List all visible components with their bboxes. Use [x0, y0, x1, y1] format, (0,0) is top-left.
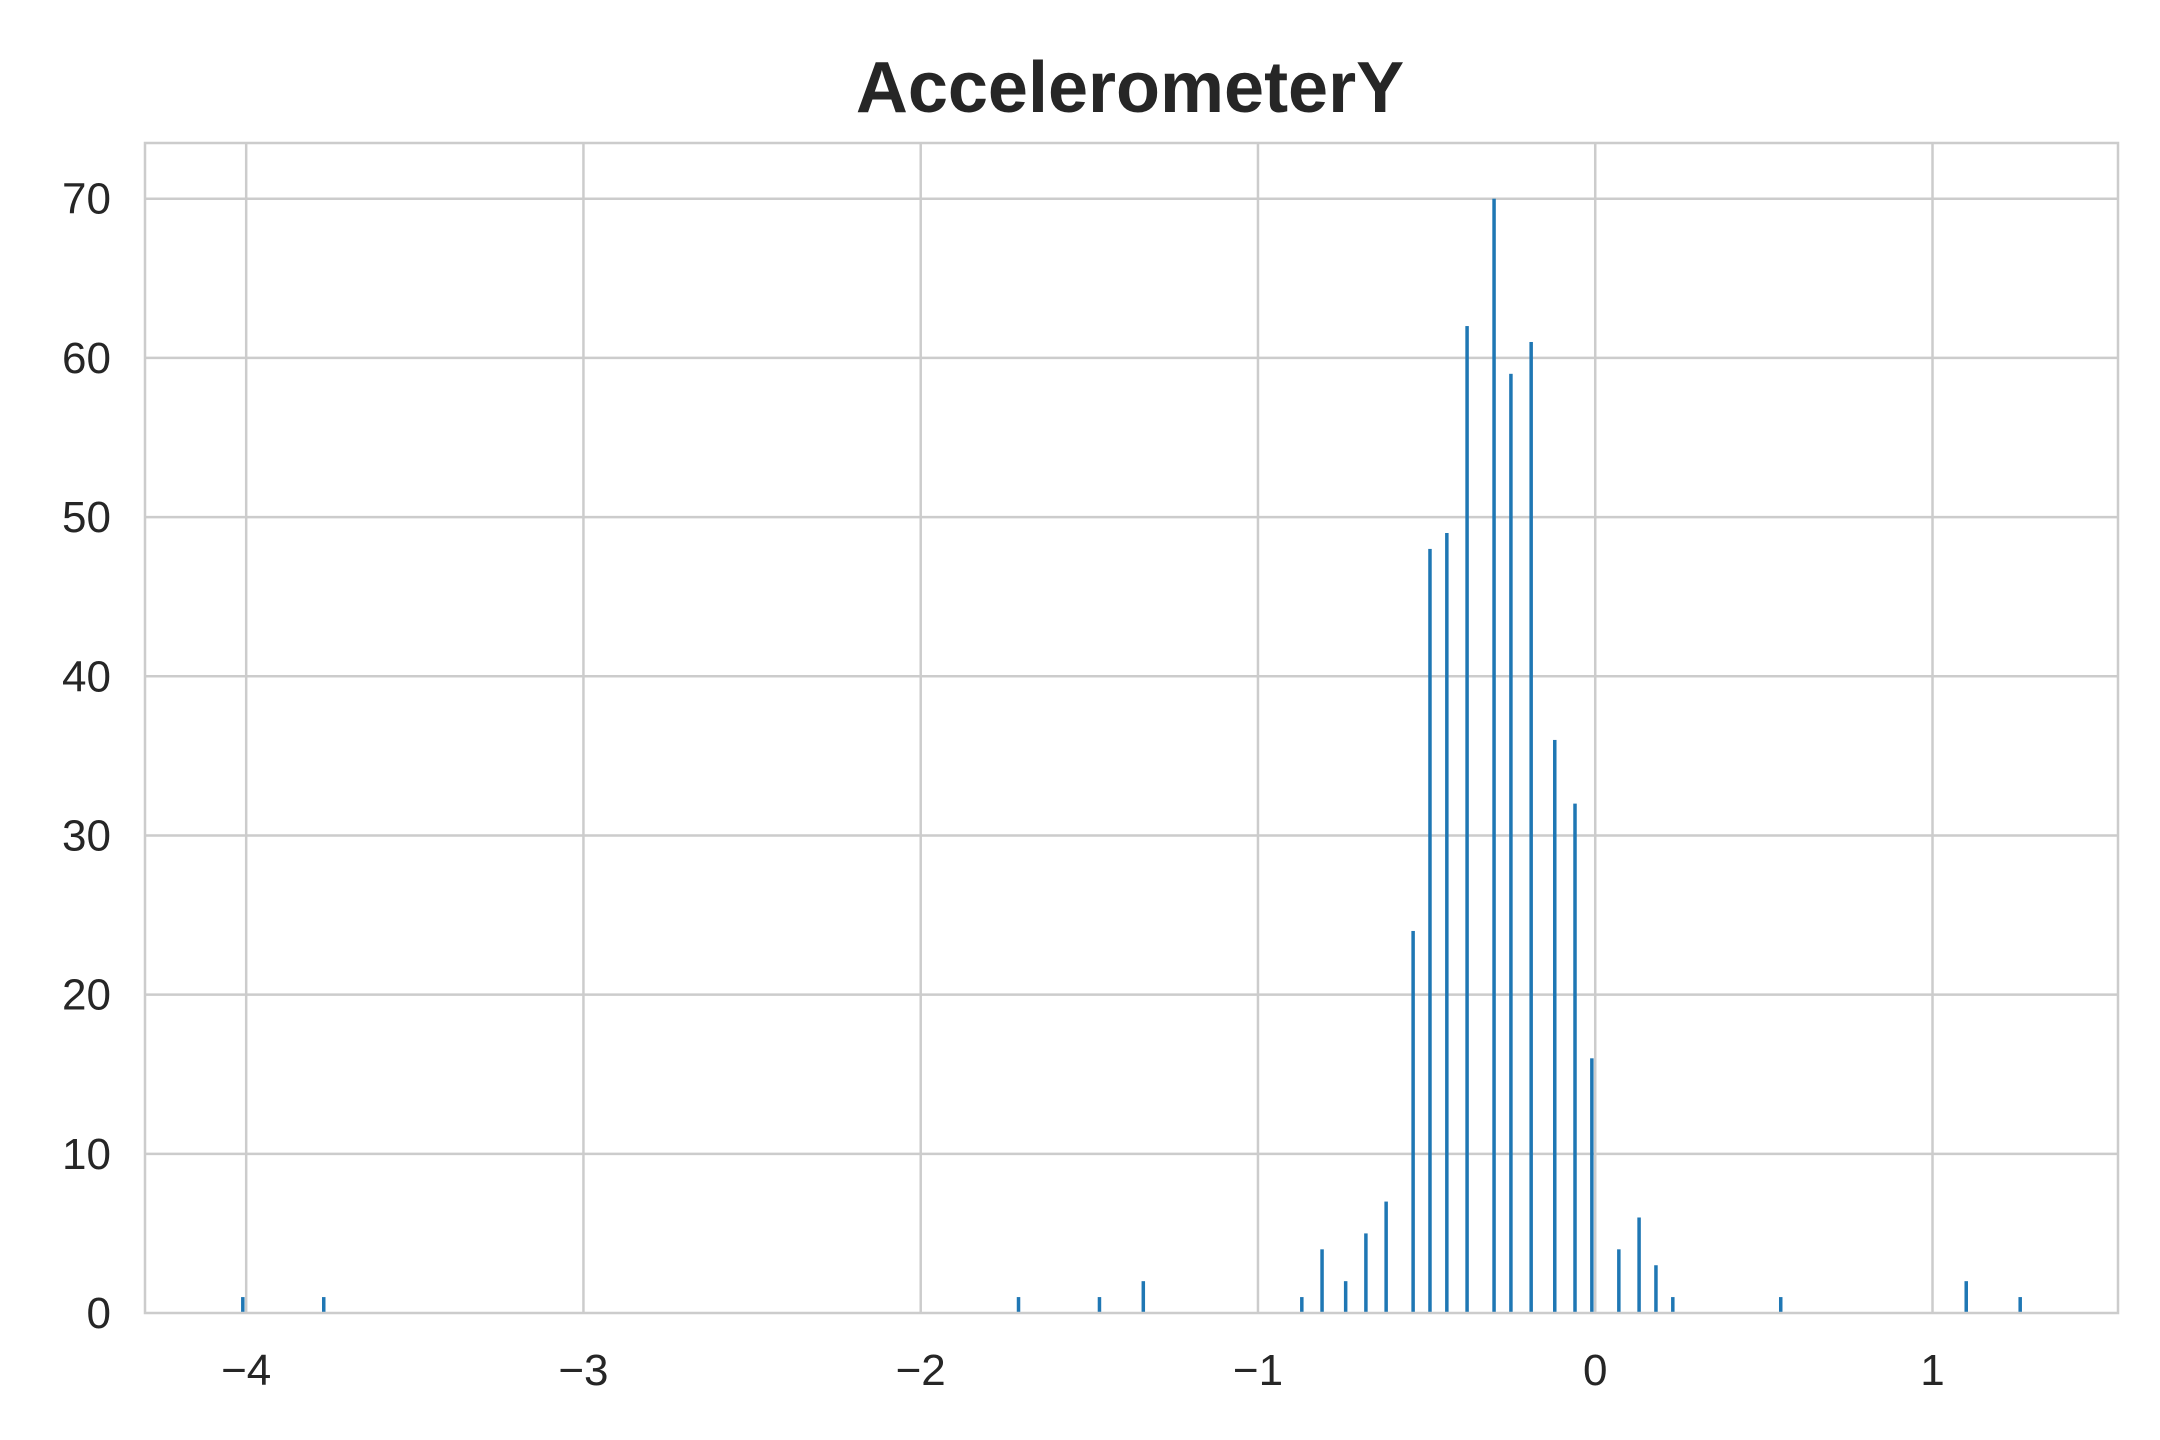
histogram-bar [1445, 533, 1449, 1313]
histogram-bar [1364, 1233, 1368, 1313]
x-tick-label: −1 [1233, 1346, 1283, 1395]
x-tick-labels: −4 −3 −2 −1 0 1 [221, 1346, 1945, 1395]
y-tick-label: 20 [62, 971, 111, 1020]
bars [241, 198, 2022, 1314]
x-tick-label: 0 [1583, 1346, 1607, 1395]
histogram-bar [1141, 1281, 1146, 1313]
histogram-bar [1778, 1297, 1783, 1313]
histogram-bar [1529, 341, 1533, 1313]
histogram-bar [1016, 1297, 1021, 1313]
histogram-bar [1343, 1281, 1348, 1313]
plot-frame [143, 141, 2120, 1315]
grid-lines [145, 143, 2118, 1313]
y-tick-label: 0 [87, 1289, 111, 1338]
histogram-bar [322, 1297, 326, 1313]
histogram-bar [241, 1297, 245, 1313]
histogram-bar [1384, 1201, 1388, 1313]
histogram-bar [1411, 930, 1415, 1313]
histogram-bar [2018, 1297, 2022, 1313]
x-tick-label: −3 [558, 1346, 608, 1395]
histogram-bar [1573, 803, 1577, 1313]
y-tick-label: 50 [62, 493, 111, 542]
histogram-bar [1553, 739, 1557, 1313]
y-tick-label: 30 [62, 811, 111, 860]
x-tick-label: −4 [221, 1346, 271, 1395]
histogram-bar [1320, 1249, 1324, 1313]
histogram-bar [1637, 1217, 1641, 1313]
histogram-bar [1465, 326, 1469, 1313]
histogram-bar [1617, 1249, 1621, 1313]
histogram-bar [1097, 1297, 1102, 1313]
y-tick-labels: 0 10 20 30 40 50 60 70 [62, 175, 111, 1338]
y-tick-label: 40 [62, 652, 111, 701]
histogram-bar [1492, 198, 1496, 1314]
histogram-bar [1654, 1265, 1658, 1313]
x-tick-label: 1 [1920, 1346, 1944, 1395]
chart-title: AccelerometerY [856, 48, 1404, 128]
y-tick-label: 70 [62, 175, 111, 224]
y-tick-label: 60 [62, 334, 111, 383]
histogram-bar [1300, 1297, 1304, 1313]
x-tick-label: −2 [896, 1346, 946, 1395]
y-tick-label: 10 [62, 1130, 111, 1179]
histogram-bar [1428, 548, 1432, 1313]
histogram-bar [1964, 1281, 1968, 1313]
histogram-bar [1590, 1058, 1594, 1313]
histogram-bar [1671, 1297, 1675, 1313]
histogram-bar [1509, 373, 1513, 1314]
